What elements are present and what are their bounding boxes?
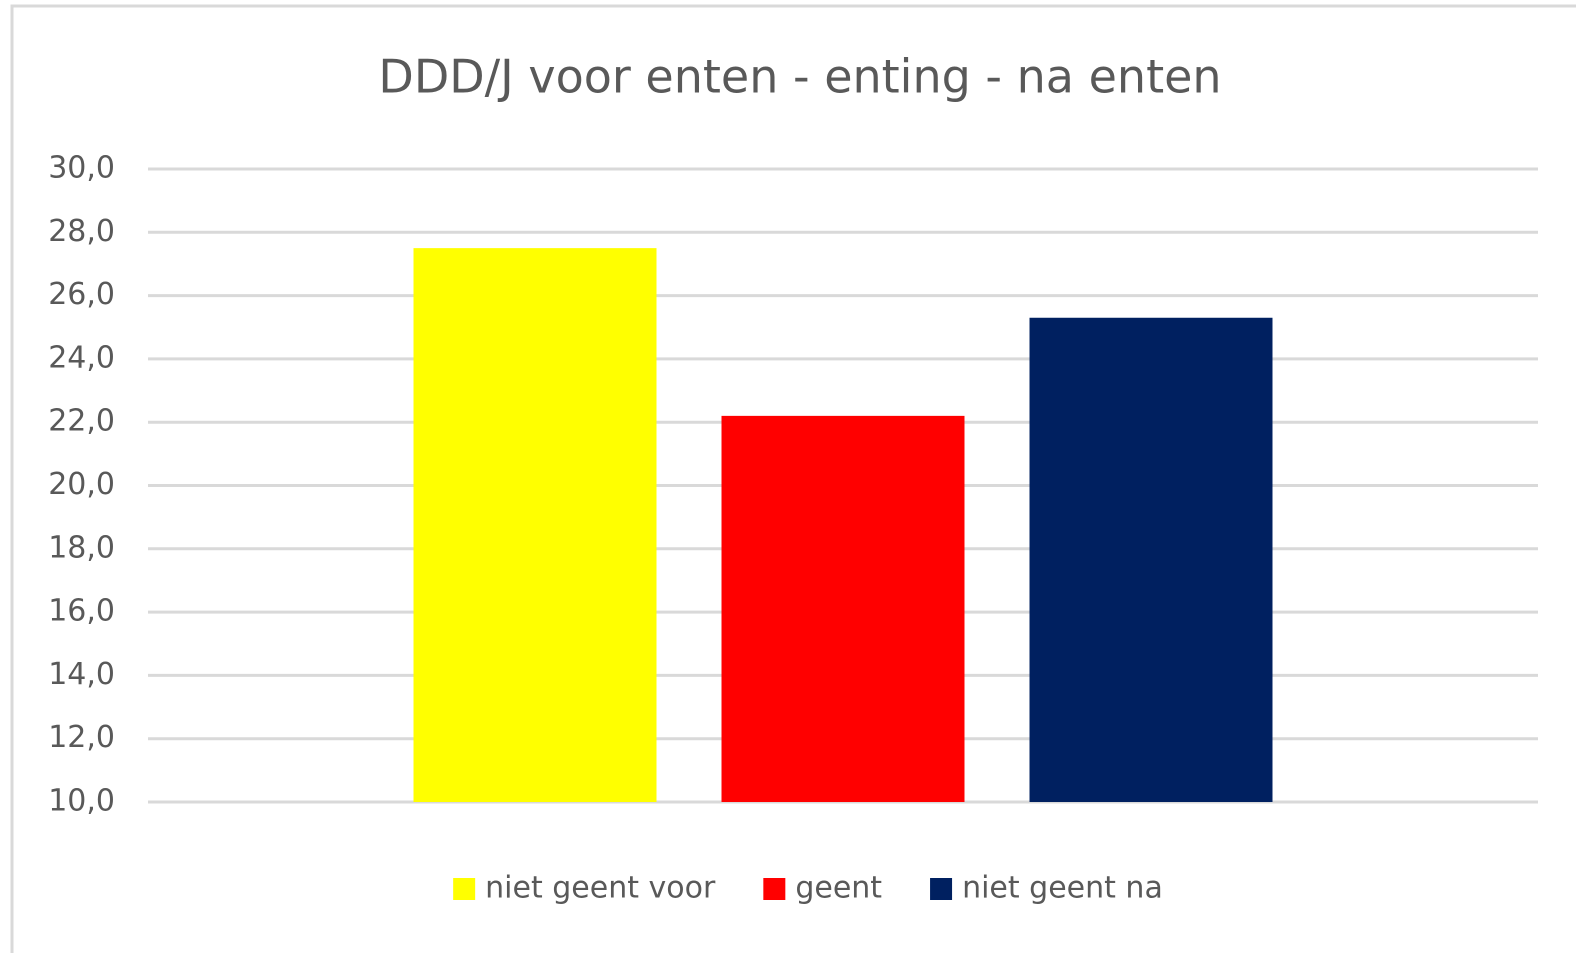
y-tick-label: 24,0 xyxy=(48,340,115,375)
legend-swatch xyxy=(763,878,786,900)
legend-label: niet geent voor xyxy=(485,871,716,906)
y-tick-label: 28,0 xyxy=(48,214,115,249)
y-tick-label: 16,0 xyxy=(48,594,115,629)
y-tick-label: 20,0 xyxy=(48,467,115,502)
legend-swatch xyxy=(453,878,476,900)
y-tick-label: 10,0 xyxy=(48,784,115,819)
y-tick-label: 12,0 xyxy=(48,720,115,755)
bar xyxy=(1029,317,1273,802)
legend-label: geent xyxy=(795,871,882,906)
legend-swatch xyxy=(930,878,953,900)
bar xyxy=(721,415,965,802)
legend-label: niet geent na xyxy=(962,871,1163,906)
bar xyxy=(413,248,657,802)
y-tick-label: 22,0 xyxy=(48,404,115,439)
y-tick-label: 18,0 xyxy=(48,530,115,565)
chart-title: DDD/J voor enten - enting - na enten xyxy=(378,50,1221,104)
y-tick-label: 26,0 xyxy=(48,277,115,312)
y-tick-label: 14,0 xyxy=(48,657,115,692)
y-tick-label: 30,0 xyxy=(48,151,115,186)
